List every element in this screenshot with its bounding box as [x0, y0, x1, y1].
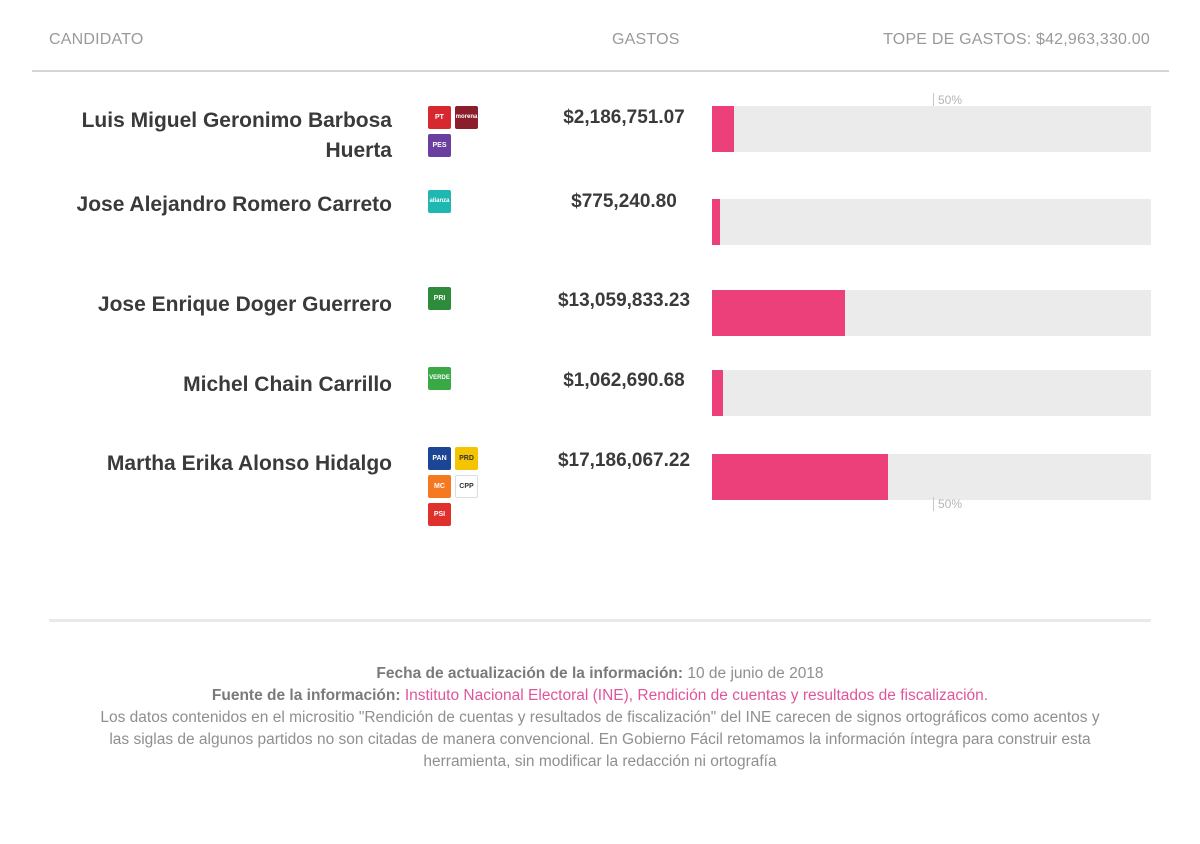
encuentro-social-logo: PES [428, 134, 451, 157]
source-line: Fuente de la información: Instituto Naci… [100, 685, 1100, 707]
update-label: Fecha de actualización de la información… [376, 665, 684, 682]
pt-logo: PT [428, 106, 451, 129]
expense-bar [712, 199, 720, 245]
expense-cap-header: TOPE DE GASTOS: $42,963,330.00 [883, 31, 1150, 48]
expense-bar [712, 290, 845, 336]
expense-bar [712, 454, 888, 500]
movimiento-ciudadano-logo: MC [428, 475, 451, 498]
table-header: CANDIDATO GASTOS TOPE DE GASTOS: $42,963… [0, 0, 1200, 72]
compromiso-por-puebla-logo: CPP [455, 475, 478, 498]
source-link[interactable]: Instituto Nacional Electoral (INE), Rend… [404, 687, 989, 704]
pan-logo: PAN [428, 447, 451, 470]
candidate-name: Martha Erika Alonso Hidalgo [106, 452, 392, 475]
party-logos: PT morenaPES [428, 106, 484, 162]
header-divider [32, 70, 1169, 72]
bar-track [712, 370, 1151, 416]
party-logos: alianza [428, 190, 484, 218]
bar-track [712, 106, 1151, 152]
nueva-alianza-logo: alianza [428, 190, 451, 213]
fifty-percent-marker-bottom: 50% [933, 497, 962, 511]
bar-track [712, 290, 1151, 336]
party-logos: VERDE [428, 367, 484, 395]
party-logos: PAN PRDMC CPPPSI [428, 447, 484, 531]
expense-amount: $775,240.80 [571, 191, 677, 212]
footer-divider [49, 619, 1151, 622]
fifty-percent-marker-top: 50% [933, 93, 962, 107]
footer-notes: Fecha de actualización de la información… [100, 663, 1100, 773]
verde-logo: VERDE [428, 367, 451, 390]
candidate-name: Jose Enrique Doger Guerrero [97, 293, 392, 316]
update-line: Fecha de actualización de la información… [100, 663, 1100, 685]
party-logos: PRI [428, 287, 484, 315]
candidate-name: Jose Alejandro Romero Carreto [76, 193, 392, 216]
candidate-expense-chart: Luis Miguel Geronimo Barbosa Huerta PT mor… [76, 106, 1151, 531]
expense-amount: $2,186,751.07 [563, 107, 685, 128]
expense-amount: $13,059,833.23 [557, 290, 691, 311]
prd-logo: PRD [455, 447, 478, 470]
bar-track [712, 199, 1151, 245]
expense-amount: $17,186,067.22 [557, 450, 691, 471]
expense-column-header: GASTOS [612, 31, 680, 48]
candidate-name: Michel Chain Carrillo [183, 373, 392, 396]
psi-logo: PSI [428, 503, 451, 526]
expense-amount: $1,062,690.68 [563, 370, 685, 391]
pri-logo: PRI [428, 287, 451, 310]
expense-bar [712, 106, 734, 152]
source-label: Fuente de la información: [211, 687, 401, 704]
update-value: 10 de junio de 2018 [687, 665, 824, 682]
morena-logo: morena [455, 106, 478, 129]
disclaimer-note: Los datos contenidos en el micrositio "R… [100, 709, 1100, 770]
bar-track [712, 454, 1151, 500]
candidate-name: Luis Miguel Geronimo Barbosa Huerta [81, 109, 392, 162]
candidate-column-header: CANDIDATO [49, 31, 144, 48]
expense-bar [712, 370, 723, 416]
